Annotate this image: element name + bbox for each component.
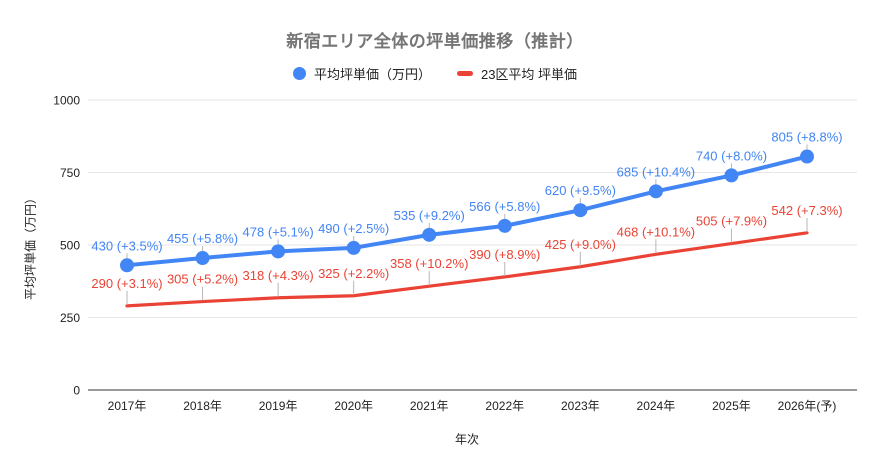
data-label: 620 (+9.5%) [545, 183, 616, 198]
data-label: 685 (+10.4%) [617, 164, 695, 179]
x-tick-label: 2021年 [410, 399, 449, 413]
x-axis-title: 年次 [454, 432, 480, 447]
series-line [125, 154, 809, 268]
y-tick-label: 0 [73, 384, 80, 398]
chart-title: 新宿エリア全体の坪単価推移（推計） [286, 32, 584, 51]
data-label: 358 (+10.2%) [390, 256, 468, 271]
data-label: 390 (+8.9%) [469, 247, 540, 262]
series-line [125, 231, 809, 308]
data-label: 290 (+3.1%) [91, 276, 162, 291]
legend-dash-marker-icon [456, 71, 473, 76]
data-point [271, 244, 286, 259]
x-tick-label: 2020年 [334, 399, 373, 413]
data-label: 325 (+2.2%) [318, 266, 389, 281]
data-point [120, 258, 134, 273]
x-tick-label: 2024年 [637, 399, 676, 413]
data-label: 430 (+3.5%) [91, 238, 162, 253]
data-label: 490 (+2.5%) [318, 221, 389, 236]
y-tick-label: 250 [60, 311, 80, 325]
data-label: 566 (+5.8%) [469, 199, 540, 214]
data-point [648, 184, 663, 199]
y-tick-label: 1000 [53, 94, 80, 108]
x-tick-label: 2019年 [259, 399, 298, 413]
x-tick-label: 2026年(予) [778, 399, 837, 413]
data-label: 318 (+4.3%) [243, 268, 314, 283]
x-tick-label: 2023年 [561, 399, 600, 413]
data-point [497, 218, 512, 233]
data-label: 505 (+7.9%) [696, 214, 767, 229]
y-tick-label: 750 [60, 166, 80, 180]
y-tick-label: 500 [60, 239, 80, 253]
legend: 平均坪単価（万円） 23区平均 坪単価 [0, 64, 870, 83]
x-tick-label: 2022年 [485, 399, 524, 413]
data-label: 805 (+8.8%) [771, 130, 842, 145]
x-tick-label: 2017年 [108, 399, 147, 413]
data-label: 535 (+9.2%) [394, 208, 465, 223]
data-point [724, 168, 739, 183]
legend-circle-marker-icon [292, 67, 306, 80]
legend-label-average-price: 平均坪単価（万円） [313, 67, 431, 82]
data-label: 478 (+5.1%) [243, 224, 314, 239]
x-tick-label: 2018年 [183, 399, 222, 413]
x-tick-label: 2025年 [712, 399, 751, 413]
data-label: 305 (+5.2%) [167, 272, 238, 287]
data-point [573, 203, 588, 218]
data-label: 468 (+10.1%) [617, 224, 695, 239]
data-label: 455 (+5.8%) [167, 231, 238, 246]
data-point [800, 149, 814, 164]
legend-item-23ku-average: 23区平均 坪単価 [456, 64, 578, 83]
legend-item-average-price: 平均坪単価（万円） [292, 64, 431, 83]
data-label: 740 (+8.0%) [696, 148, 767, 163]
data-point [195, 251, 210, 266]
data-point [346, 240, 361, 255]
data-point [422, 227, 437, 242]
legend-label-23ku-average: 23区平均 坪単価 [480, 67, 578, 82]
data-label: 542 (+7.3%) [771, 203, 842, 218]
data-label: 425 (+9.0%) [545, 237, 616, 252]
